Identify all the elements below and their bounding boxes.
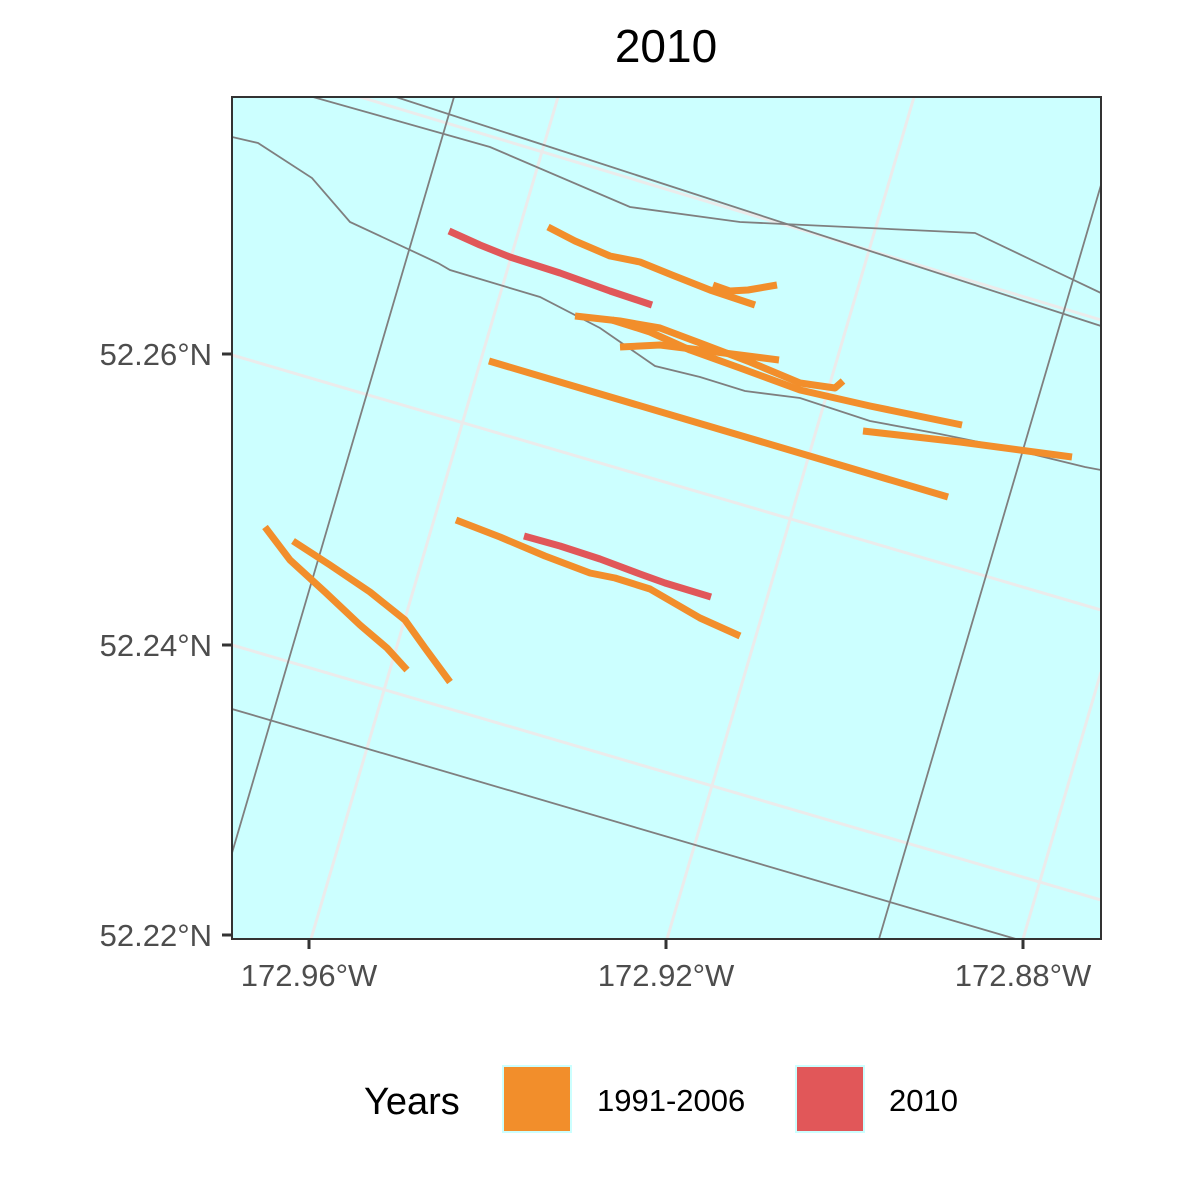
track-1991-2006 bbox=[488, 357, 949, 501]
graticule-parallel bbox=[359, 97, 1101, 322]
y-tick-label: 52.26°N bbox=[100, 337, 212, 372]
legend-key-1991-2006 bbox=[502, 1065, 572, 1133]
track-1991-2006 bbox=[262, 524, 410, 673]
track-2010 bbox=[523, 532, 713, 601]
track-1991-2006 bbox=[619, 341, 780, 364]
reference-line bbox=[878, 184, 1101, 939]
graticule bbox=[232, 97, 1101, 939]
track-1991-2006 bbox=[610, 316, 963, 429]
legend: Years 1991-2006 2010 bbox=[364, 1065, 958, 1133]
x-tick-label: 172.96°W bbox=[241, 958, 378, 993]
legend-key-2010 bbox=[795, 1065, 865, 1133]
graticule-parallel bbox=[232, 643, 1101, 902]
track-2010 bbox=[447, 227, 654, 309]
y-tick-label: 52.24°N bbox=[100, 628, 212, 663]
reference-lines bbox=[232, 97, 1101, 939]
legend-label-1991-2006: 1991-2006 bbox=[597, 1083, 745, 1118]
legend-label-2010: 2010 bbox=[889, 1083, 958, 1118]
graticule-meridian bbox=[1021, 671, 1101, 939]
map-panel bbox=[232, 97, 1101, 939]
y-tick-label: 52.22°N bbox=[100, 918, 212, 953]
graticule-parallel bbox=[232, 353, 1101, 612]
x-tick-label: 172.88°W bbox=[955, 958, 1092, 993]
map-title: 2010 bbox=[615, 20, 717, 72]
x-tick-label: 172.92°W bbox=[598, 958, 735, 993]
reference-line bbox=[232, 97, 455, 854]
track-layer bbox=[262, 223, 1073, 685]
reference-line bbox=[232, 708, 1020, 939]
x-axis bbox=[307, 939, 1025, 949]
track-1991-2006 bbox=[862, 427, 1073, 461]
legend-title: Years bbox=[364, 1081, 460, 1123]
reference-line bbox=[232, 136, 1101, 471]
track-1991-2006 bbox=[454, 516, 742, 640]
reference-line bbox=[395, 97, 1101, 327]
graticule-meridian bbox=[309, 97, 560, 939]
track-1991-2006 bbox=[711, 281, 778, 295]
y-axis bbox=[222, 352, 232, 937]
track-1991-2006 bbox=[291, 538, 453, 685]
track-1991-2006 bbox=[546, 223, 757, 309]
reference-line bbox=[312, 97, 1101, 294]
